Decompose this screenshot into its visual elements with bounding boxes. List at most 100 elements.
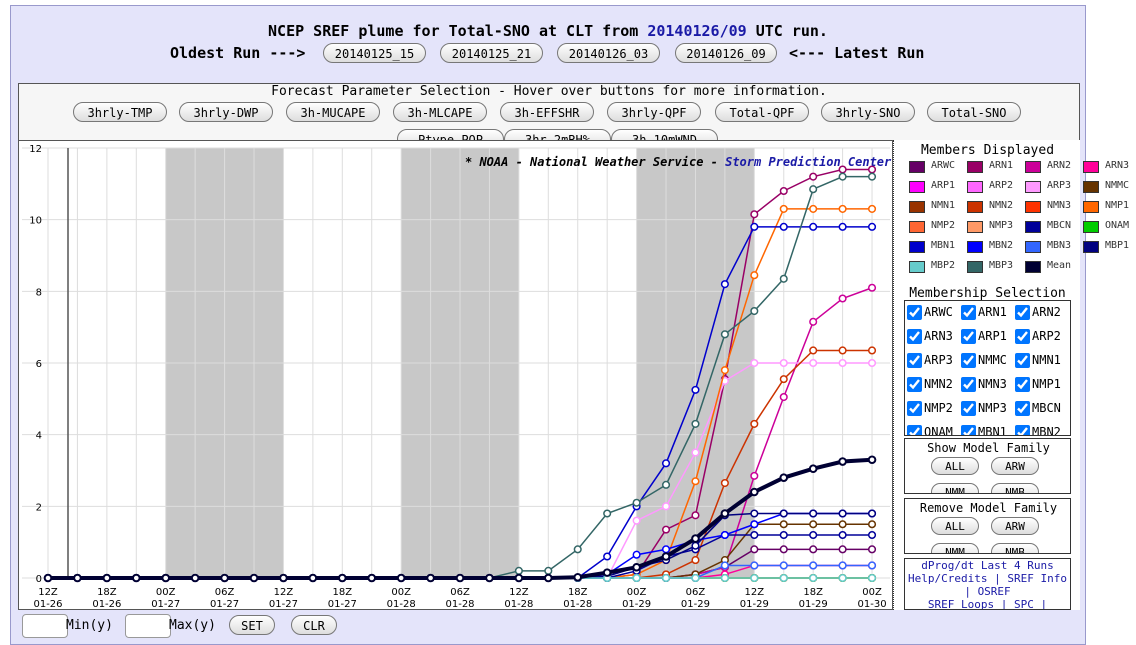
y-tick-label: 0 <box>36 574 42 585</box>
legend-label: ARN3 <box>1105 160 1130 171</box>
family-button[interactable]: ARW <box>991 457 1039 475</box>
family-button[interactable]: NMM <box>931 543 979 553</box>
member-checkbox[interactable] <box>1015 329 1030 344</box>
member-checkbox[interactable] <box>907 401 922 416</box>
parameter-button[interactable]: 3hrly-SNO <box>821 102 915 122</box>
legend-swatch <box>967 161 983 173</box>
member-option[interactable]: ARP3 <box>907 353 953 368</box>
member-option[interactable]: ARP1 <box>961 329 1007 344</box>
x-tick-label: 12Z <box>38 587 58 598</box>
x-tick-date: 01-28 <box>563 599 592 610</box>
parameter-button[interactable]: 3hrly-TMP <box>73 102 167 122</box>
member-checkbox[interactable] <box>961 353 976 368</box>
run-button[interactable]: 20140126_03 <box>557 43 660 63</box>
y-tick-label: 4 <box>36 431 42 442</box>
member-checkbox[interactable] <box>1015 425 1030 435</box>
run-button[interactable]: 20140126_09 <box>675 43 777 63</box>
member-option[interactable]: NMP2 <box>907 401 953 416</box>
member-option[interactable]: NMMC <box>961 353 1007 368</box>
member-option[interactable]: ARN2 <box>1015 305 1061 320</box>
family-button[interactable]: NMB <box>991 543 1039 553</box>
max-input[interactable] <box>125 614 171 638</box>
parameter-button[interactable]: 3hrly-DWP <box>179 102 273 122</box>
member-checkbox[interactable] <box>1015 401 1030 416</box>
member-option[interactable]: ARN3 <box>907 329 953 344</box>
member-option[interactable]: NMN3 <box>961 377 1007 392</box>
point <box>750 419 759 428</box>
point <box>838 520 847 529</box>
member-option[interactable]: ARWC <box>907 305 953 320</box>
run-button[interactable]: 20140125_21 <box>440 43 543 63</box>
family-button[interactable]: ALL <box>931 517 979 535</box>
point <box>190 573 200 583</box>
parameter-button[interactable]: Total-QPF <box>715 102 809 122</box>
member-checkbox[interactable] <box>907 353 922 368</box>
link[interactable]: OSREF <box>977 585 1011 598</box>
legend-label: ARN2 <box>1047 160 1072 171</box>
point <box>779 530 788 540</box>
run: 20140126/09 <box>647 22 747 40</box>
show-family-box: Show Model Family ALL ARW NMM NMB <box>904 438 1071 494</box>
family-button[interactable]: ALL <box>931 457 979 475</box>
point <box>131 573 141 583</box>
member-option[interactable]: MBCN <box>1015 401 1061 416</box>
clr-button[interactable]: CLR <box>291 615 337 635</box>
family-button[interactable]: NMB <box>991 483 1039 493</box>
member-option[interactable]: NMN2 <box>907 377 953 392</box>
x-tick-date: 01-27 <box>328 599 357 610</box>
member-option[interactable]: NMP1 <box>1015 377 1061 392</box>
point <box>632 573 641 583</box>
title: NCEP SREF plume for Total-SNO at CLT fro… <box>0 22 1096 40</box>
point <box>102 573 112 583</box>
parameter-button[interactable]: 3h-MUCAPE <box>286 102 380 122</box>
member-checkbox[interactable] <box>907 425 922 435</box>
family-button[interactable]: ARW <box>991 517 1039 535</box>
member-option[interactable]: MBN2 <box>1015 425 1061 435</box>
member-checkbox[interactable] <box>961 329 976 344</box>
member-checkbox[interactable] <box>1015 305 1030 320</box>
link[interactable]: Help/Credits <box>908 572 988 585</box>
run-button[interactable]: 20140125_15 <box>323 43 426 63</box>
point <box>750 561 759 570</box>
link[interactable]: dProg/dt Last 4 Runs <box>921 559 1054 572</box>
parameter-button[interactable]: 3hrly-QPF <box>607 102 701 122</box>
member-option[interactable]: NMN1 <box>1015 353 1061 368</box>
member-option[interactable]: ARN1 <box>961 305 1007 320</box>
member-checkbox[interactable] <box>961 401 976 416</box>
member-checkbox[interactable] <box>907 329 922 344</box>
legend-swatch <box>967 201 983 213</box>
member-option[interactable]: NMP3 <box>961 401 1007 416</box>
point <box>720 478 729 488</box>
member-checkbox[interactable] <box>1015 377 1030 392</box>
member-checkbox[interactable] <box>961 305 976 320</box>
link[interactable]: SPC <box>1013 598 1034 610</box>
parameter-button[interactable]: 3h-EFFSHR <box>500 102 594 122</box>
legend-label: NMMC <box>1105 180 1130 191</box>
member-checkbox[interactable] <box>961 377 976 392</box>
member-checkbox[interactable] <box>907 377 922 392</box>
legend-label: ONAM <box>1105 220 1130 231</box>
member-checkbox[interactable] <box>1015 353 1030 368</box>
member-checkbox[interactable] <box>907 305 922 320</box>
y-tick-label: 8 <box>36 287 42 298</box>
parameter-button[interactable]: 3h-MLCAPE <box>393 102 487 122</box>
point <box>750 210 759 219</box>
family-button[interactable]: NMM <box>931 483 979 493</box>
point <box>779 186 788 196</box>
parameter-button[interactable]: Total-SNO <box>927 102 1021 122</box>
member-option[interactable]: ARP2 <box>1015 329 1061 344</box>
legend-label: ARP3 <box>1047 180 1072 191</box>
set-button[interactable]: SET <box>229 615 275 635</box>
member-checkbox[interactable] <box>961 425 976 435</box>
link[interactable]: SREF Info <box>1007 572 1067 585</box>
point <box>367 573 377 583</box>
min-input[interactable] <box>22 614 68 638</box>
legend-label: ARP1 <box>931 180 956 191</box>
point <box>720 280 729 289</box>
point <box>73 573 82 583</box>
link[interactable]: SREF Loops <box>927 598 995 610</box>
point <box>779 375 788 384</box>
member-option[interactable]: MBN1 <box>961 425 1007 435</box>
member-name: NMP1 <box>1032 377 1061 391</box>
member-option[interactable]: ONAM <box>907 425 953 435</box>
